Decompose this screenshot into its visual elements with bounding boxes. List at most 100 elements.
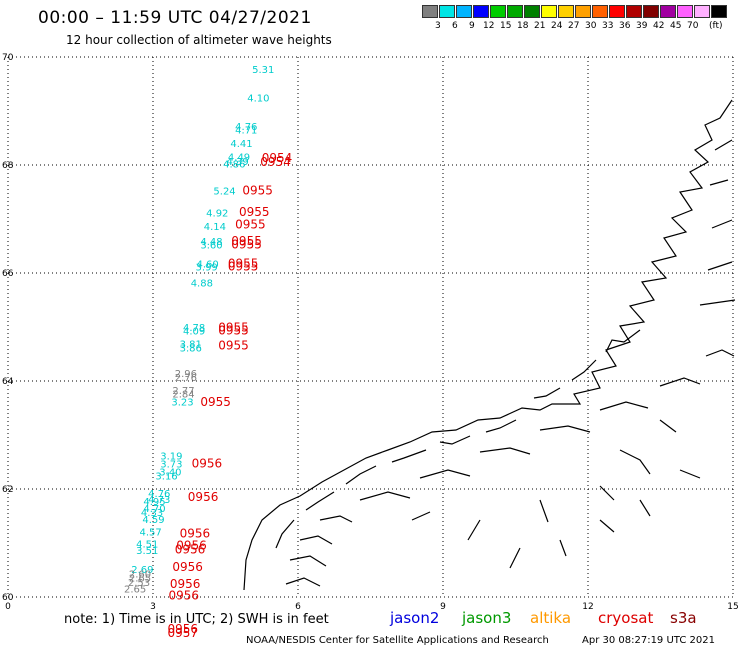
wave-height-label: 3.99 [196,262,218,273]
colorbar-label: 30 [585,21,597,31]
observation-time-label: 0956 [176,538,207,552]
observation-time-label: 0956 [168,622,199,636]
observation-time-label: 0955 [218,320,249,334]
wave-height-label: 4.48 [200,237,222,248]
colorbar-label: 3 [435,21,441,31]
colorbar-label: 70 [687,21,699,31]
lat-lon-gridlines [7,56,734,598]
colorbar-label: 18 [517,21,529,31]
wave-height-label: 4.49 [228,153,250,164]
x-tick-label: 0 [5,602,11,612]
x-tick-label: 6 [295,602,301,612]
wave-height-label: 4.60 [197,260,219,271]
wave-height-label: 3.81 [180,340,202,351]
page-subtitle: 12 hour collection of altimeter wave hei… [66,33,332,47]
colorbar-label: 42 [653,21,665,31]
colorbar-swatch [558,5,574,18]
colorbar-swatch [609,5,625,18]
satellite-legend-cryosat: cryosat [598,609,654,627]
wave-height-label: 3.73 [160,459,182,470]
colorbar-label: 39 [636,21,648,31]
observation-time-label: 0955 [242,184,273,198]
colorbar-swatch [422,5,438,18]
colorbar-label: 45 [670,21,682,31]
colorbar-label: 33 [602,21,614,31]
footer-credit: NOAA/NESDIS Center for Satellite Applica… [246,635,549,646]
satellite-legend-altika: altika [530,609,572,627]
colorbar-swatch [626,5,642,18]
colorbar-swatch [694,5,710,18]
colorbar-swatch [473,5,489,18]
colorbar-label: 21 [534,21,546,31]
wave-height-label: 5.31 [252,65,274,76]
satellite-legend-s3a: s3a [670,609,697,627]
wave-height-label: 4.57 [139,527,161,538]
observation-time-label: 0955 [235,218,266,232]
observation-time-label: 0956 [175,542,206,556]
wave-height-label: 3.86 [180,343,202,354]
wave-height-label: 2.96 [175,369,197,380]
wave-height-label: 4.39 [226,157,248,168]
x-tick-label: 3 [150,602,156,612]
observation-time-label: 0954 [262,151,293,165]
wave-height-label: 4.95 [143,497,165,508]
y-tick-label: 66 [2,269,14,279]
wave-height-label: 4.14 [204,222,226,233]
colorbar-swatch [711,5,727,18]
wave-height-label: 4.71 [235,126,257,137]
colorbar-swatch [524,5,540,18]
colorbar-label: 12 [483,21,495,31]
x-tick-label: 9 [440,602,446,612]
satellite-legend-jason2: jason2 [390,609,440,627]
observation-time-label: 0955 [200,395,231,409]
colorbar-label: 24 [551,21,563,31]
wave-height-label: 4.76 [148,489,170,500]
observation-time-label: 0955 [231,238,262,252]
y-tick-label: 70 [2,53,14,63]
wave-height-label: 2.65 [124,585,146,596]
norway-coastline [243,99,736,591]
wave-height-label: 3.40 [159,468,181,479]
colorbar-swatch [660,5,676,18]
observation-time-label: 0956 [168,589,199,603]
wave-height-label: 2.84 [172,390,194,401]
observation-time-label: 0956 [188,490,219,504]
colorbar-swatch [575,5,591,18]
wave-height-label: 4.78 [183,323,205,334]
observation-time-label: 0956 [172,560,203,574]
x-tick-label: 15 [727,602,738,612]
colorbar-label: 15 [500,21,512,31]
y-tick-label: 60 [2,593,14,603]
wave-height-label: 2.69 [131,565,153,576]
observation-time-label: 0956 [180,527,211,541]
colorbar-swatch [643,5,659,18]
wave-height-label: 3.16 [155,471,177,482]
wave-height-label: 2.53 [128,578,150,589]
wave-height-label: 4.10 [247,93,269,104]
observation-time-label: 0955 [228,257,259,271]
colorbar-label: 9 [469,21,475,31]
wave-height-label: 4.41 [230,139,252,150]
observation-time-label: 0955 [228,259,259,273]
x-tick-label: 12 [582,602,593,612]
colorbar-label: 36 [619,21,631,31]
wave-height-label: 2.77 [172,386,194,397]
y-tick-label: 68 [2,161,14,171]
wave-height-label: 4.76 [235,122,257,133]
observation-labels: 5.314.104.764.714.414.494.394.865.244.92… [124,65,292,640]
colorbar-swatch [439,5,455,18]
wave-height-label: 4.51 [136,539,158,550]
wave-height-label: 2.60 [129,570,151,581]
wave-height-label: 3.19 [160,451,182,462]
observation-time-label: 0956 [170,577,201,591]
colorbar-label: 27 [568,21,580,31]
observation-time-label: 0954 [260,155,291,169]
wave-height-label: 3.60 [200,241,222,252]
wave-height-label: 4.33 [141,508,163,519]
wave-height-label: 4.92 [206,208,228,219]
colorbar-swatch [507,5,523,18]
observation-time-label: 0956 [192,456,223,470]
observation-time-label: 0955 [218,339,249,353]
footer-timestamp: Apr 30 08:27:19 UTC 2021 [582,635,715,646]
